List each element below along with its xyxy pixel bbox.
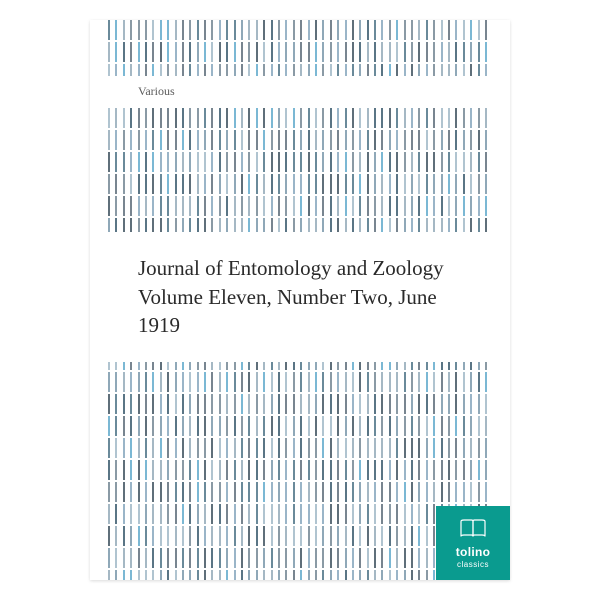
book-cover: Various Journal of Entomology and Zoolog… <box>90 20 510 580</box>
publisher-badge: tolino classics <box>436 506 510 580</box>
author-text: Various <box>138 84 175 99</box>
author-band: Various <box>90 76 510 106</box>
badge-sub: classics <box>457 560 489 569</box>
open-book-icon <box>458 517 488 541</box>
badge-brand: tolino <box>456 545 490 559</box>
title-text: Journal of Entomology and Zoology Volume… <box>138 254 470 339</box>
title-band: Journal of Entomology and Zoology Volume… <box>90 232 510 362</box>
